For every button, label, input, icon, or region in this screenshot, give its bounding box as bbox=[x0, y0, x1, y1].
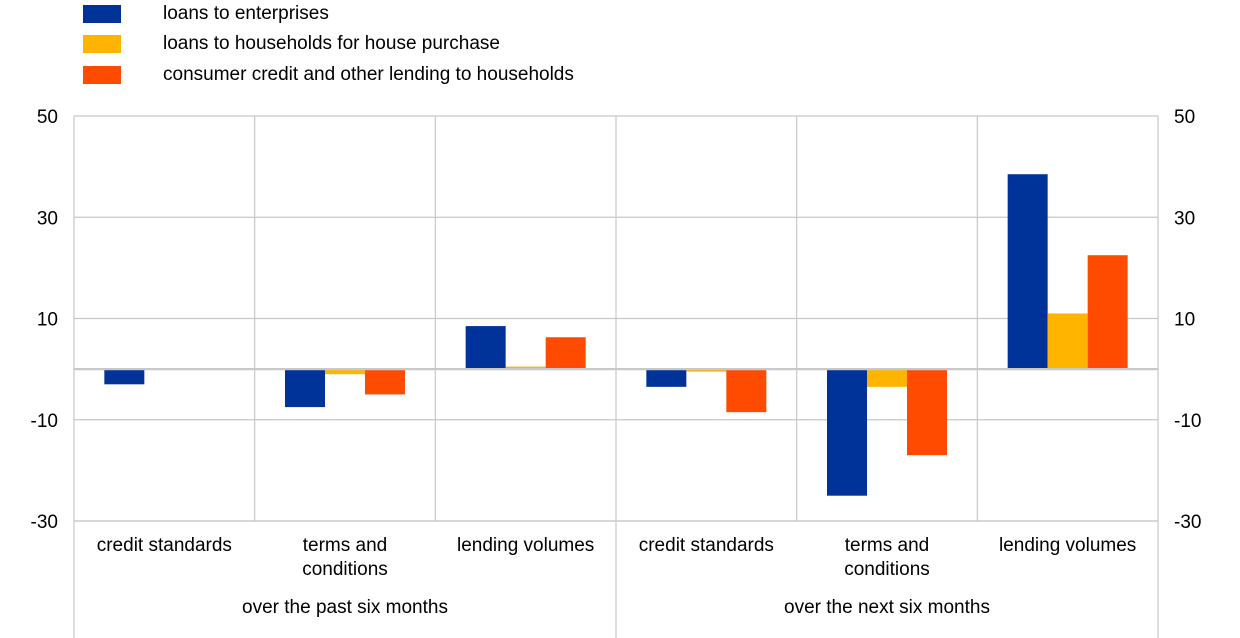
category-label: credit standards bbox=[639, 535, 774, 556]
y-tick-label-left: 50 bbox=[37, 107, 58, 128]
bar-consumer-credit bbox=[365, 369, 405, 395]
legend-swatch-house-purchase bbox=[83, 35, 121, 53]
group-label: over the next six months bbox=[784, 597, 990, 618]
legend-label-enterprises: loans to enterprises bbox=[163, 3, 329, 24]
category-label: terms and conditions bbox=[844, 535, 930, 580]
category-label: lending volumes bbox=[457, 535, 594, 556]
bar-enterprises bbox=[465, 326, 506, 370]
y-tick-label-right: -30 bbox=[1174, 512, 1201, 533]
y-tick-label-left: -30 bbox=[31, 512, 58, 533]
category-label: lending volumes bbox=[999, 535, 1136, 556]
bar-enterprises bbox=[1007, 174, 1048, 370]
bar-consumer-credit bbox=[726, 369, 767, 413]
category-label: credit standards bbox=[97, 535, 232, 556]
bar-enterprises bbox=[104, 369, 145, 385]
bar-house-purchase bbox=[686, 369, 727, 372]
legend-label-house-purchase: loans to households for house purchase bbox=[163, 33, 500, 54]
bar-house-purchase bbox=[1047, 313, 1088, 370]
bar-enterprises bbox=[646, 369, 687, 387]
bar-house-purchase bbox=[325, 369, 365, 375]
legend-item-house-purchase: loans to households for house purchase bbox=[83, 33, 500, 55]
category-label: terms and conditions bbox=[302, 535, 388, 580]
y-tick-label-left: -10 bbox=[31, 411, 58, 432]
legend-item-enterprises: loans to enterprises bbox=[83, 3, 329, 25]
bar-house-purchase bbox=[867, 369, 907, 387]
y-tick-label-right: 50 bbox=[1174, 107, 1195, 128]
y-tick-label-left: 30 bbox=[37, 208, 58, 229]
y-tick-label-right: -10 bbox=[1174, 411, 1201, 432]
y-tick-label-left: 10 bbox=[37, 310, 58, 331]
legend-swatch-enterprises bbox=[83, 5, 121, 23]
y-tick-label-right: 30 bbox=[1174, 208, 1195, 229]
group-label: over the past six months bbox=[242, 597, 448, 618]
legend-item-consumer-credit: consumer credit and other lending to hou… bbox=[83, 64, 574, 86]
bar-consumer-credit bbox=[907, 369, 947, 456]
y-tick-label-right: 10 bbox=[1174, 310, 1195, 331]
bar-house-purchase bbox=[505, 366, 546, 370]
legend-swatch-consumer-credit bbox=[83, 66, 121, 84]
legend-label-consumer-credit: consumer credit and other lending to hou… bbox=[163, 64, 574, 85]
bar-enterprises bbox=[285, 369, 325, 408]
bar-consumer-credit bbox=[1087, 255, 1128, 370]
bar-enterprises bbox=[827, 369, 867, 496]
bar-consumer-credit bbox=[545, 337, 586, 370]
